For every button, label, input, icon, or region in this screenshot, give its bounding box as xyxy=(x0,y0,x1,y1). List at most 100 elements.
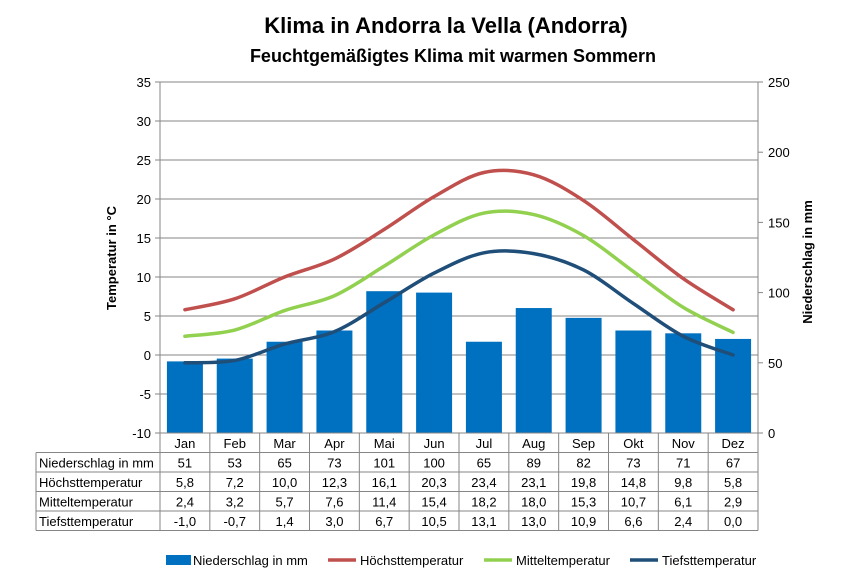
table-cell: 15,3 xyxy=(571,495,596,510)
table-cell: 10,9 xyxy=(571,514,596,529)
data-table: Jan Feb Mar Apr Mai Jun Jul Aug Sep Okt Nov Dez Nied… xyxy=(35,432,759,531)
table-cell: 0,0 xyxy=(724,514,742,529)
y-left-tick-label: 20 xyxy=(137,192,151,207)
y-left-tick-label: 35 xyxy=(137,75,151,90)
table-cell: 13,0 xyxy=(521,514,546,529)
table-cell: 2,9 xyxy=(724,495,742,510)
table-cell: 6,1 xyxy=(674,495,692,510)
y-left-tick-label: 25 xyxy=(137,153,151,168)
legend-label: Höchsttemperatur xyxy=(360,553,464,568)
table-cell: 12,3 xyxy=(322,475,347,490)
table-row-label: Niederschlag in mm xyxy=(39,456,154,471)
table-cell: 5,8 xyxy=(176,475,194,490)
table-cell: 1,4 xyxy=(276,514,294,529)
bar-niederschlag xyxy=(665,333,702,433)
table-cell: 20,3 xyxy=(421,475,446,490)
table-cell: 67 xyxy=(726,456,740,471)
y-left-tick-label: 30 xyxy=(137,114,151,129)
table-cell: 73 xyxy=(327,456,341,471)
table-cell: 19,8 xyxy=(571,475,596,490)
table-cell: 101 xyxy=(373,456,395,471)
y-left-tick-label: 5 xyxy=(144,309,151,324)
table-cell: 15,4 xyxy=(421,495,446,510)
bar-niederschlag xyxy=(366,291,403,433)
table-cell: 65 xyxy=(277,456,291,471)
table-cell: -0,7 xyxy=(224,514,246,529)
table-cell: 18,2 xyxy=(471,495,496,510)
axes: -10 -5 0 5 10 15 20 25 30 35 0 50 100 150 200 250 xyxy=(132,75,790,441)
bar-niederschlag xyxy=(416,292,453,433)
table-cell: 6,6 xyxy=(624,514,642,529)
y-right-tick-label: 250 xyxy=(768,75,790,90)
y-right-tick-label: 0 xyxy=(768,426,775,441)
table-cell: 2,4 xyxy=(674,514,692,529)
y-axis-right-title: Niederschlag in mm xyxy=(800,200,815,324)
month-label: Sep xyxy=(572,436,595,451)
table-cell: 5,8 xyxy=(724,475,742,490)
table-cell: 7,6 xyxy=(325,495,343,510)
bar-niederschlag xyxy=(565,317,602,433)
legend-label: Niederschlag in mm xyxy=(193,553,308,568)
month-label: Jul xyxy=(476,436,493,451)
table-row-label: Mitteltemperatur xyxy=(39,495,134,510)
table-cell: 23,4 xyxy=(471,475,496,490)
legend-label: Mitteltemperatur xyxy=(516,553,611,568)
y-right-tick-label: 150 xyxy=(768,215,790,230)
bar-niederschlag xyxy=(216,358,253,433)
precipitation-bars xyxy=(166,291,752,433)
legend-label: Tiefsttemperatur xyxy=(662,553,757,568)
gridlines xyxy=(160,81,758,434)
chart-title: Klima in Andorra la Vella (Andorra) xyxy=(264,13,627,38)
temperature-lines xyxy=(183,168,735,365)
legend-swatch-bar xyxy=(166,555,191,565)
bar-niederschlag xyxy=(615,330,652,433)
y-left-tick-label: 0 xyxy=(144,348,151,363)
table-cell: 23,1 xyxy=(521,475,546,490)
y-right-tick-label: 100 xyxy=(768,286,790,301)
month-label: Apr xyxy=(324,436,345,451)
table-row-label: Tiefsttemperatur xyxy=(39,514,134,529)
legend: Niederschlag in mm Höchsttemperatur Mittel… xyxy=(166,553,757,568)
table-cell: 10,0 xyxy=(272,475,297,490)
table-cell: 51 xyxy=(178,456,192,471)
table-cell: 89 xyxy=(527,456,541,471)
table-cell: 3,0 xyxy=(325,514,343,529)
month-label: Feb xyxy=(224,436,246,451)
table-cell: 5,7 xyxy=(276,495,294,510)
month-label: Jun xyxy=(424,436,445,451)
month-label: Dez xyxy=(722,436,745,451)
table-cell: 82 xyxy=(576,456,590,471)
y-axis-left-title: Temperatur in °C xyxy=(104,205,119,310)
bar-niederschlag xyxy=(316,330,353,433)
table-cell: 14,8 xyxy=(621,475,646,490)
y-left-tick-label: -5 xyxy=(139,387,151,402)
month-label: Aug xyxy=(522,436,545,451)
table-cell: 53 xyxy=(228,456,242,471)
line-höchsttemperatur xyxy=(183,168,735,312)
table-cell: 18,0 xyxy=(521,495,546,510)
table-cell: 11,4 xyxy=(372,495,396,510)
line-tiefsttemperatur xyxy=(183,249,735,365)
table-cell: 16,1 xyxy=(372,475,397,490)
month-label: Jan xyxy=(174,436,195,451)
bar-niederschlag xyxy=(166,361,203,433)
table-cell: 71 xyxy=(676,456,690,471)
chart-subtitle: Feuchtgemäßigtes Klima mit warmen Sommer… xyxy=(250,46,656,66)
table-cell: -1,0 xyxy=(174,514,196,529)
table-cell: 100 xyxy=(423,456,445,471)
bar-niederschlag xyxy=(465,341,502,433)
month-label: Mai xyxy=(374,436,395,451)
table-cell: 10,5 xyxy=(421,514,446,529)
month-label: Mar xyxy=(273,436,296,451)
bar-niederschlag xyxy=(515,308,552,433)
table-cell: 9,8 xyxy=(674,475,692,490)
table-cell: 3,2 xyxy=(226,495,244,510)
table-cell: 7,2 xyxy=(226,475,244,490)
table-cell: 2,4 xyxy=(176,495,194,510)
table-cell: 6,7 xyxy=(375,514,393,529)
month-label: Okt xyxy=(623,436,644,451)
table-row-label: Höchsttemperatur xyxy=(39,475,143,490)
table-cell: 73 xyxy=(626,456,640,471)
y-right-tick-label: 200 xyxy=(768,145,790,160)
